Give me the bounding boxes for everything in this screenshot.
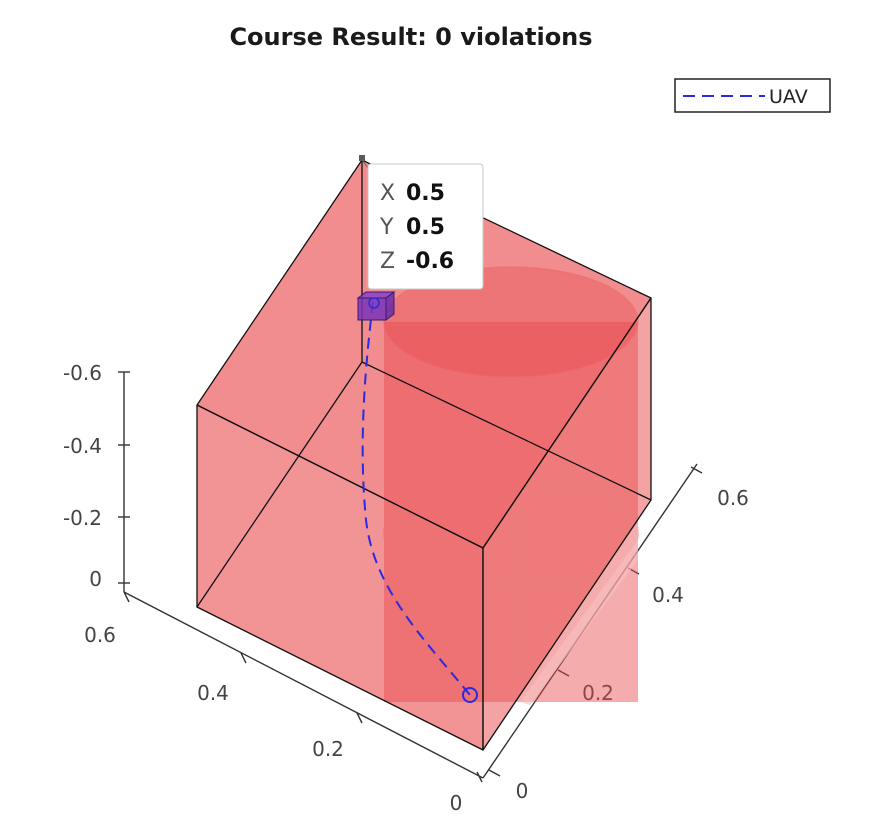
datatip-y-value: 0.5	[406, 215, 445, 240]
x-tick-0	[123, 591, 130, 603]
uav-position-marker[interactable]	[368, 297, 380, 309]
box-obstacle	[196, 159, 652, 751]
legend-box	[674, 78, 831, 113]
box-back-edge-left	[196, 361, 363, 608]
datatip-pointer	[361, 159, 369, 169]
uav-path	[361, 301, 471, 696]
y-tick-labels: 0 0.2 0.4 0.6	[516, 486, 749, 803]
legend[interactable]: UAV	[674, 78, 831, 113]
datatip-z-value: -0.6	[406, 249, 454, 274]
z-tick-label: 0	[89, 567, 102, 591]
datatip-marker	[359, 155, 365, 161]
uav-series	[356, 291, 478, 703]
x-tick-label: 0.6	[84, 623, 116, 647]
uav-body-side[interactable]	[385, 291, 395, 321]
cylinder-shadow	[520, 540, 638, 705]
x-tick-2	[356, 712, 363, 724]
y-tick-label: 0	[516, 779, 529, 803]
legend-label-uav: UAV	[769, 86, 808, 108]
y-tick-3	[690, 466, 703, 474]
datatip-y-key: Y	[379, 215, 394, 240]
x-tick-label: 0.4	[197, 681, 229, 705]
datatip-x-value: 0.5	[406, 181, 445, 206]
datatip-x-key: X	[380, 181, 395, 206]
y-tick-1	[557, 669, 570, 677]
x-tick-labels: 0.6 0.4 0.2 0	[84, 623, 462, 815]
z-tick-label: -0.2	[63, 506, 102, 530]
uav-end-marker[interactable]	[462, 687, 478, 703]
z-tick-labels: -0.6 -0.4 -0.2 0	[63, 361, 102, 591]
datatip-z-key: Z	[380, 249, 395, 274]
x-tick-3	[476, 771, 483, 783]
datatip-box	[367, 163, 484, 290]
x-axis-line	[123, 591, 484, 779]
z-tick-label: -0.4	[63, 434, 102, 458]
y-tick-0	[488, 769, 501, 777]
x-tick-label: 0.2	[312, 737, 344, 761]
z-tick-label: -0.6	[63, 361, 102, 385]
chart-title: Course Result: 0 violations	[229, 23, 592, 51]
x-tick-label: 0	[450, 791, 463, 815]
y-tick-label: 0.2	[582, 681, 614, 705]
y-tick-label: 0.4	[652, 583, 684, 607]
uav-body-front[interactable]	[357, 297, 387, 321]
x-tick-1	[240, 652, 247, 664]
axes	[118, 371, 703, 783]
datatip[interactable]: X 0.5 Y 0.5 Z -0.6	[359, 155, 484, 290]
y-tick-label: 0.6	[717, 486, 749, 510]
box-back-edge-right	[361, 361, 652, 501]
